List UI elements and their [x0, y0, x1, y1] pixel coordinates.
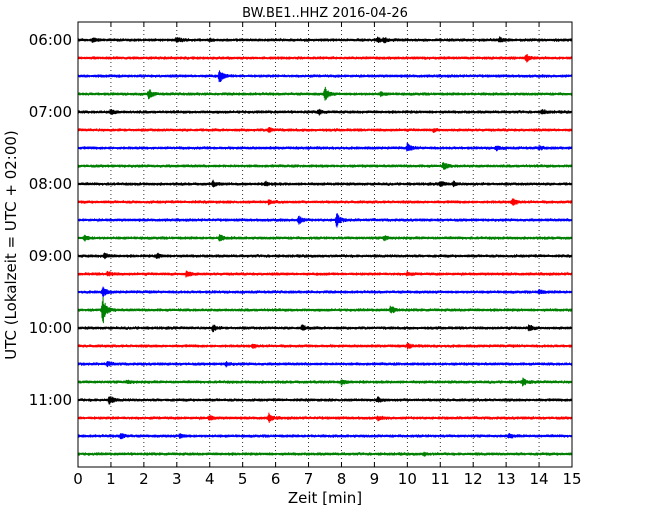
chart-title: BW.BE1..HHZ 2016-04-26 — [242, 6, 408, 21]
x-tick-label: 7 — [304, 470, 314, 488]
x-tick-label: 5 — [238, 470, 248, 488]
x-tick-label: 9 — [370, 470, 380, 488]
x-tick-label: 2 — [139, 470, 149, 488]
x-tick-label: 12 — [464, 470, 483, 488]
trace-07:00 — [77, 108, 573, 116]
y-tick-label: 09:00 — [29, 247, 72, 265]
trace-08:15 — [77, 198, 573, 206]
trace-10:15 — [77, 342, 573, 350]
y-tick-label: 11:00 — [29, 391, 72, 409]
trace-08:30 — [77, 213, 573, 228]
trace-08:45 — [77, 234, 573, 242]
trace-11:15 — [77, 412, 573, 423]
trace-07:30 — [77, 142, 573, 152]
seismic-traces — [77, 36, 573, 457]
y-axis-label: UTC (Lokalzeit = UTC + 02:00) — [2, 130, 20, 360]
x-tick-label: 4 — [205, 470, 215, 488]
trace-06:00 — [77, 36, 573, 44]
x-tick-label: 11 — [431, 470, 450, 488]
trace-08:00 — [77, 179, 573, 188]
trace-09:30 — [77, 286, 573, 297]
trace-07:45 — [77, 162, 573, 170]
trace-11:00 — [77, 396, 573, 405]
trace-10:45 — [77, 377, 573, 387]
x-tick-label: 6 — [271, 470, 281, 488]
trace-11:30 — [77, 433, 573, 440]
x-tick-label: 10 — [398, 470, 417, 488]
y-tick-label: 07:00 — [29, 103, 72, 121]
trace-09:15 — [77, 270, 573, 278]
trace-06:30 — [77, 70, 573, 83]
x-tick-label: 15 — [562, 470, 581, 488]
x-axis-label: Zeit [min] — [288, 489, 362, 507]
trace-07:15 — [77, 126, 573, 133]
x-tick-label: 14 — [530, 470, 549, 488]
trace-09:45 — [77, 297, 573, 324]
x-tick-label: 0 — [73, 470, 83, 488]
y-tick-label: 10:00 — [29, 319, 72, 337]
x-tick-label: 13 — [497, 470, 516, 488]
trace-06:15 — [77, 54, 573, 63]
x-tick-label: 8 — [337, 470, 347, 488]
trace-09:00 — [77, 252, 573, 260]
trace-11:45 — [77, 451, 573, 457]
x-tick-label: 1 — [106, 470, 116, 488]
x-axis: 0 1 2 3 4 5 6 7 8 9 10 11 12 13 14 15 — [73, 22, 582, 488]
trace-10:00 — [77, 324, 573, 333]
y-axis: 06:00 07:00 08:00 09:00 10:00 11:00 — [29, 31, 83, 409]
y-tick-label: 06:00 — [29, 31, 72, 49]
plot-frame — [77, 21, 573, 468]
x-tick-label: 3 — [172, 470, 182, 488]
trace-06:45 — [77, 86, 573, 101]
trace-10:30 — [77, 361, 573, 368]
y-tick-label: 08:00 — [29, 175, 72, 193]
